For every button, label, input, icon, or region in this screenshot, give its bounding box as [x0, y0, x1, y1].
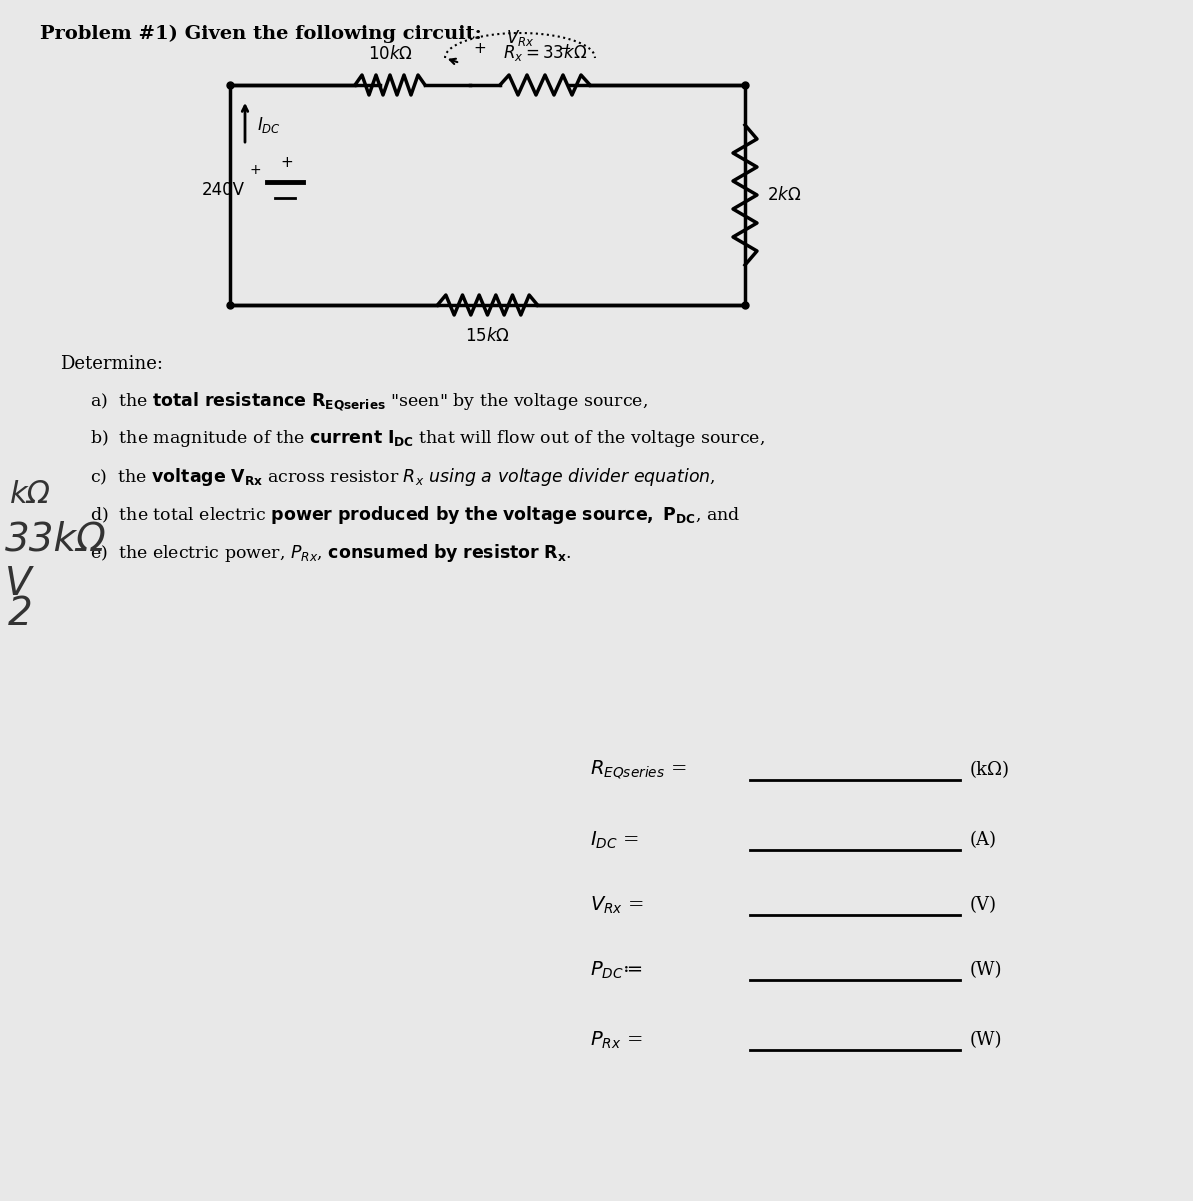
Text: $V_{Rx}$ =: $V_{Rx}$ = — [591, 895, 644, 915]
Text: +: + — [249, 163, 261, 177]
Text: Determine:: Determine: — [60, 355, 163, 374]
Text: $R_{EQseries}$ =: $R_{EQseries}$ = — [591, 759, 686, 781]
Text: e)  the electric power, $P_{Rx}$, $\bf{consumed\ by\ resistor\ R_x}$.: e) the electric power, $P_{Rx}$, $\bf{co… — [89, 542, 571, 564]
Text: (W): (W) — [970, 1030, 1002, 1048]
Text: 33kΩ: 33kΩ — [5, 520, 106, 558]
Text: b)  the magnitude of the $\bf{current\ I_{DC}}$ that will flow out of the voltag: b) the magnitude of the $\bf{current\ I_… — [89, 428, 765, 449]
Text: $2k\Omega$: $2k\Omega$ — [767, 186, 802, 204]
Text: $V_{Rx}$: $V_{Rx}$ — [506, 28, 534, 48]
Text: (A): (A) — [970, 831, 997, 849]
Text: $I_{DC}$: $I_{DC}$ — [256, 115, 280, 135]
Text: d)  the total electric $\bf{power\ produced\ by\ the\ voltage\ source,\ P_{DC}}$: d) the total electric $\bf{power\ produc… — [89, 504, 741, 526]
Text: +: + — [474, 41, 487, 55]
Text: (W): (W) — [970, 961, 1002, 979]
Text: a)  the $\bf{total\ resistance\ R_{EQseries}}$ "seen" by the voltage source,: a) the $\bf{total\ resistance\ R_{EQseri… — [89, 390, 648, 412]
Text: (kΩ): (kΩ) — [970, 761, 1010, 779]
Text: kΩ: kΩ — [10, 480, 51, 509]
Text: $10k\Omega$: $10k\Omega$ — [367, 44, 413, 62]
Text: c)  the $\bf{voltage\ V_{Rx}}$ across resistor $R_x$ $\it{using\ a\ voltage\ div: c) the $\bf{voltage\ V_{Rx}}$ across res… — [89, 466, 716, 488]
Text: V: V — [5, 564, 32, 603]
Text: −: − — [558, 41, 571, 55]
Text: $R_x=33k\Omega$: $R_x=33k\Omega$ — [503, 42, 587, 62]
Text: $I_{DC}$ =: $I_{DC}$ = — [591, 830, 639, 850]
Text: 2: 2 — [8, 594, 32, 633]
Text: $P_{DC}$≔: $P_{DC}$≔ — [591, 960, 642, 981]
Text: $15k\Omega$: $15k\Omega$ — [465, 327, 509, 345]
Text: (V): (V) — [970, 896, 997, 914]
Text: Problem #1) Given the following circuit:: Problem #1) Given the following circuit: — [41, 25, 482, 43]
Text: $P_{Rx}$ =: $P_{Rx}$ = — [591, 1029, 643, 1051]
Text: 240V: 240V — [202, 181, 245, 199]
Text: +: + — [280, 155, 293, 169]
